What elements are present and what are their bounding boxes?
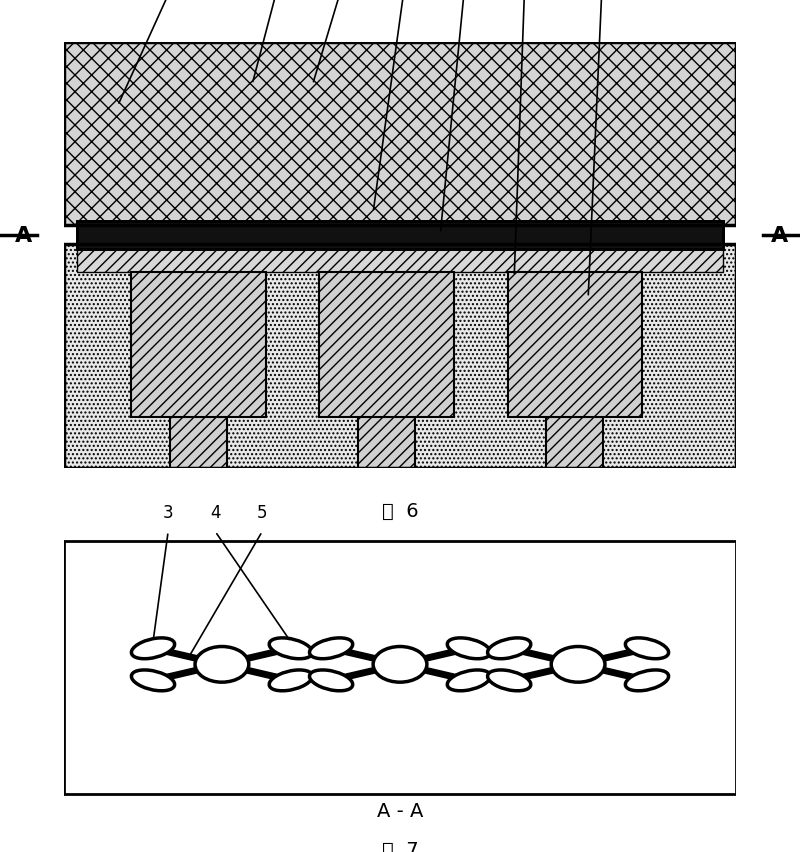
Bar: [64, 245, 736, 469]
Ellipse shape: [131, 638, 174, 659]
Ellipse shape: [626, 671, 669, 691]
Bar: [319, 273, 454, 417]
Text: A: A: [771, 226, 788, 245]
Text: 3: 3: [163, 504, 174, 521]
Ellipse shape: [447, 638, 490, 659]
Bar: [170, 366, 227, 469]
Bar: [64, 542, 736, 794]
Bar: [546, 366, 603, 469]
Text: 图  7: 图 7: [382, 839, 418, 852]
Ellipse shape: [310, 638, 353, 659]
Ellipse shape: [131, 671, 174, 691]
Ellipse shape: [487, 671, 530, 691]
Ellipse shape: [270, 638, 313, 659]
Bar: [64, 245, 736, 469]
Bar: [78, 222, 722, 249]
Ellipse shape: [551, 647, 605, 682]
Ellipse shape: [373, 647, 427, 682]
Bar: [64, 43, 736, 226]
Ellipse shape: [270, 671, 313, 691]
Ellipse shape: [310, 671, 353, 691]
Ellipse shape: [195, 647, 249, 682]
Ellipse shape: [487, 638, 530, 659]
Bar: [358, 366, 415, 469]
Text: A - A: A - A: [377, 801, 423, 820]
Bar: [78, 249, 722, 273]
Ellipse shape: [447, 671, 490, 691]
Text: 图  6: 图 6: [382, 502, 418, 521]
Bar: [507, 273, 642, 417]
Text: 5: 5: [257, 504, 267, 521]
Ellipse shape: [626, 638, 669, 659]
Text: 4: 4: [210, 504, 221, 521]
Text: A: A: [15, 226, 32, 245]
Bar: [64, 43, 736, 226]
Bar: [131, 273, 266, 417]
Bar: [78, 222, 722, 249]
